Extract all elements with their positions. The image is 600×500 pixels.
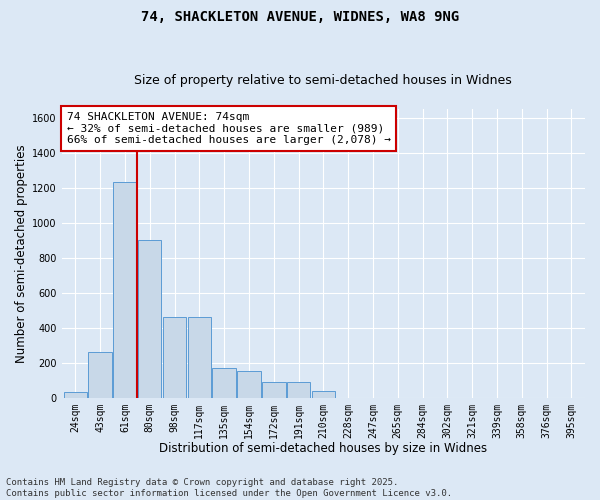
Bar [163,317,186,398]
X-axis label: Distribution of semi-detached houses by size in Widnes: Distribution of semi-detached houses by … [159,442,487,455]
Bar [113,182,137,398]
Bar [138,240,161,398]
Bar [311,390,335,398]
Bar [188,317,211,398]
Bar [88,352,112,398]
Text: 74, SHACKLETON AVENUE, WIDNES, WA8 9NG: 74, SHACKLETON AVENUE, WIDNES, WA8 9NG [141,10,459,24]
Bar [64,392,87,398]
Bar [237,372,260,398]
Bar [262,382,286,398]
Text: 74 SHACKLETON AVENUE: 74sqm
← 32% of semi-detached houses are smaller (989)
66% : 74 SHACKLETON AVENUE: 74sqm ← 32% of sem… [67,112,391,145]
Text: Contains HM Land Registry data © Crown copyright and database right 2025.
Contai: Contains HM Land Registry data © Crown c… [6,478,452,498]
Bar [212,368,236,398]
Y-axis label: Number of semi-detached properties: Number of semi-detached properties [15,144,28,362]
Bar [287,382,310,398]
Title: Size of property relative to semi-detached houses in Widnes: Size of property relative to semi-detach… [134,74,512,87]
